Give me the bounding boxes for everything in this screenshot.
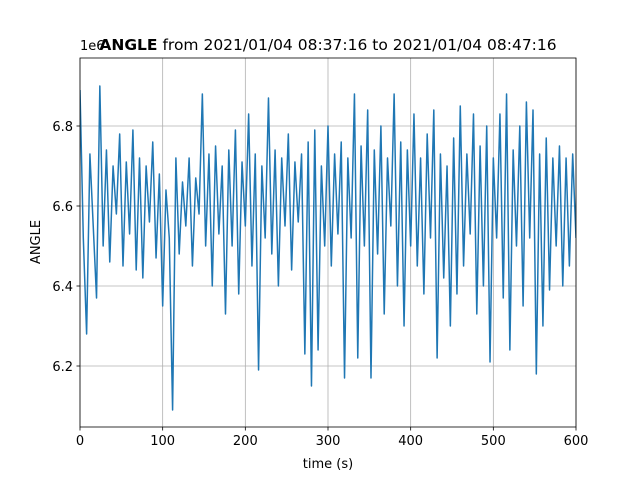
x-tick-label: 0 — [76, 434, 84, 449]
title-bold: ANGLE — [99, 36, 157, 54]
chart-title: ANGLE from 2021/01/04 08:37:16 to 2021/0… — [99, 36, 556, 54]
x-axis-label: time (s) — [303, 457, 353, 472]
x-tick-label: 300 — [316, 434, 341, 449]
y-tick-label: 6.8 — [52, 120, 73, 135]
y-axis-label: ANGLE — [29, 220, 44, 264]
y-tick-label: 6.2 — [52, 360, 73, 375]
x-tick-label: 400 — [398, 434, 423, 449]
x-tick-label: 600 — [564, 434, 589, 449]
x-tick-label: 500 — [481, 434, 506, 449]
y-tick-label: 6.6 — [52, 200, 73, 215]
axes-frame — [79, 57, 577, 428]
x-tick-label: 200 — [233, 434, 258, 449]
x-tick-label: 100 — [150, 434, 175, 449]
title-rest: from 2021/01/04 08:37:16 to 2021/01/04 0… — [162, 36, 556, 54]
data-line — [80, 85, 576, 411]
y-offset-label: 1e6 — [80, 39, 105, 54]
y-tick-label: 6.4 — [52, 280, 73, 295]
